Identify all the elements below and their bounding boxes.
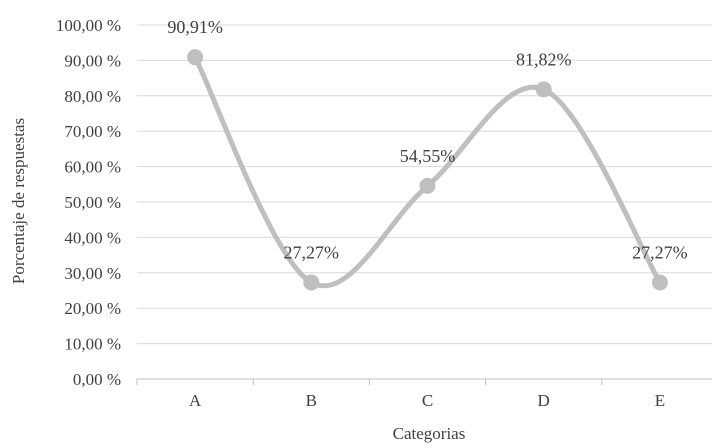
data-label: 27,27% <box>632 242 688 262</box>
data-label: 90,91% <box>167 17 223 37</box>
y-tick-label: 30,00 % <box>64 264 121 283</box>
data-label: 54,55% <box>400 146 456 166</box>
y-tick-label: 80,00 % <box>64 87 121 106</box>
y-tick-label: 40,00 % <box>64 228 121 247</box>
y-axis-tick-labels: 0,00 % 10,00 % 20,00 % 30,00 % 40,00 % 50,00 … <box>56 16 121 389</box>
y-tick-label: 10,00 % <box>64 335 121 354</box>
data-point <box>535 81 552 98</box>
y-tick-label: 60,00 % <box>64 158 121 177</box>
x-tick-label: A <box>189 391 202 410</box>
data-label: 81,82% <box>516 49 572 69</box>
y-tick-label: 70,00 % <box>64 122 121 141</box>
data-point <box>187 49 204 66</box>
x-axis-tick-labels: A B C D E <box>189 391 665 410</box>
y-axis-title: Porcentaje de respuestas <box>9 118 28 284</box>
data-point <box>651 274 668 291</box>
data-point <box>303 274 320 291</box>
y-tick-label: 90,00 % <box>64 51 121 70</box>
x-tick-label: E <box>655 391 665 410</box>
x-tick-label: C <box>422 391 433 410</box>
gridlines <box>137 24 712 345</box>
data-labels: 90,91% 27,27% 54,55% 81,82% 27,27% <box>167 17 687 262</box>
y-tick-label: 100,00 % <box>56 16 121 35</box>
y-tick-label: 0,00 % <box>73 370 121 389</box>
y-tick-label: 50,00 % <box>64 193 121 212</box>
y-tick-label: 20,00 % <box>64 299 121 318</box>
x-tick-label: B <box>306 391 317 410</box>
series <box>187 49 668 291</box>
x-axis <box>136 378 712 385</box>
x-tick-label: D <box>538 391 550 410</box>
data-label: 27,27% <box>284 242 340 262</box>
x-axis-title: Categorias <box>393 424 466 443</box>
data-point <box>419 177 436 194</box>
series-line <box>192 54 663 289</box>
